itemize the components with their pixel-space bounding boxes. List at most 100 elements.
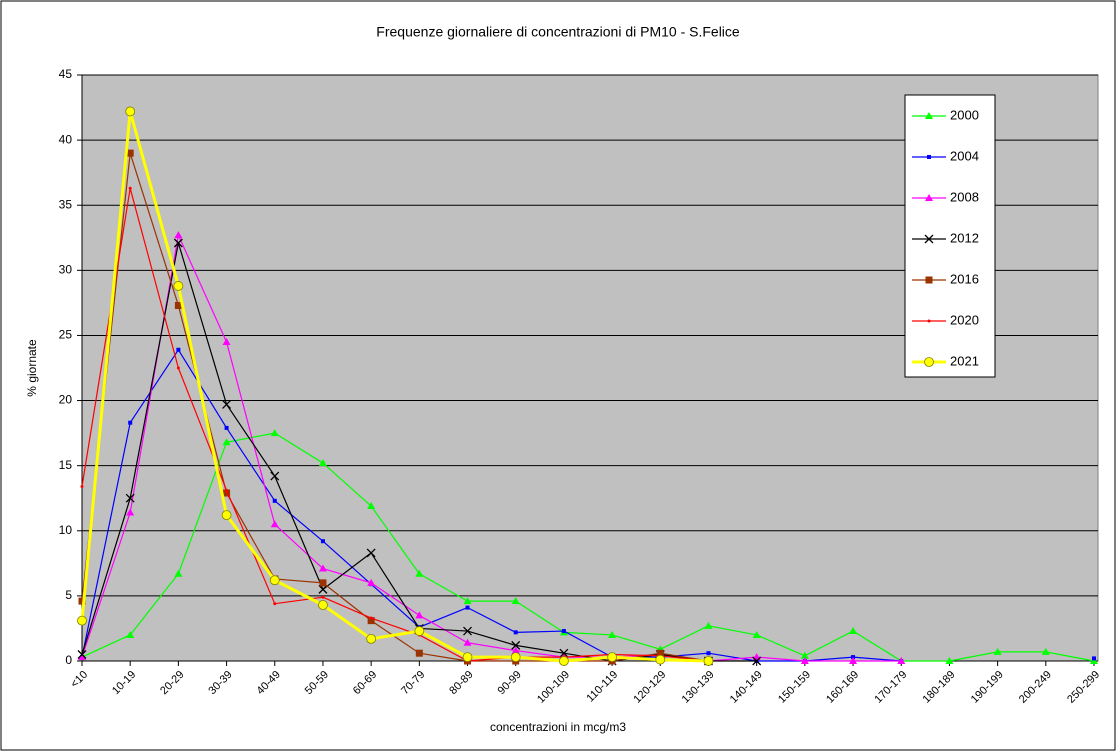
marker <box>318 584 328 594</box>
y-tick-label: 35 <box>59 197 73 211</box>
marker <box>993 647 1002 655</box>
marker <box>223 489 231 497</box>
y-tick-label: 40 <box>59 132 73 146</box>
marker <box>128 420 133 425</box>
marker <box>415 611 424 619</box>
marker <box>173 238 183 248</box>
marker <box>752 656 762 666</box>
marker <box>77 650 87 659</box>
y-axis-label: % giornate <box>25 339 39 397</box>
marker <box>511 640 521 650</box>
marker <box>125 493 135 503</box>
marker <box>849 627 858 635</box>
marker <box>559 656 569 666</box>
legend: 2000 2004 2008 2012 2016 2020 2021 <box>904 94 996 378</box>
legend-marker <box>927 319 931 323</box>
marker <box>319 579 327 587</box>
marker <box>318 564 327 572</box>
marker <box>174 231 183 239</box>
y-tick-label: 45 <box>59 67 73 81</box>
marker <box>607 652 617 662</box>
marker <box>463 597 472 605</box>
marker <box>369 616 373 620</box>
chart-title: Frequenze giornaliere di concentrazioni … <box>376 24 740 40</box>
marker <box>706 651 711 656</box>
legend-marker <box>924 234 934 244</box>
marker <box>272 498 277 503</box>
marker <box>126 508 135 516</box>
marker <box>608 630 617 638</box>
legend-label: 2000 <box>950 107 979 122</box>
marker <box>367 502 376 510</box>
marker <box>415 569 424 577</box>
y-tick-label: 15 <box>59 458 73 472</box>
legend-marker <box>925 194 933 201</box>
marker <box>126 149 134 157</box>
legend-marker <box>925 276 933 284</box>
legend-label: 2020 <box>950 312 979 327</box>
x-axis-label: concentrazioni in mcg/m3 <box>490 720 626 734</box>
y-tick-label: 0 <box>65 653 72 667</box>
marker <box>173 281 184 291</box>
marker <box>561 629 566 634</box>
marker <box>415 649 423 657</box>
marker <box>945 657 954 664</box>
legend-label: 2004 <box>950 148 979 163</box>
marker <box>320 539 325 544</box>
marker <box>1092 656 1096 661</box>
marker <box>703 656 714 666</box>
marker <box>849 657 858 664</box>
marker <box>752 630 761 638</box>
y-tick-label: 30 <box>59 263 73 277</box>
marker <box>465 605 470 610</box>
y-tick-label: 10 <box>59 523 73 537</box>
marker <box>80 485 84 489</box>
marker <box>559 648 569 658</box>
marker <box>225 488 229 492</box>
marker <box>318 600 328 610</box>
marker <box>77 615 87 626</box>
series-line <box>81 187 709 662</box>
marker <box>1090 657 1098 664</box>
marker <box>463 638 472 646</box>
marker <box>222 337 231 345</box>
marker <box>800 657 809 664</box>
marker <box>125 106 136 117</box>
y-tick-label: 25 <box>59 328 73 342</box>
legend-box <box>904 94 996 378</box>
marker <box>1041 647 1050 655</box>
series-line <box>81 152 709 662</box>
marker <box>511 646 520 654</box>
marker <box>366 548 376 558</box>
marker <box>655 654 666 665</box>
marker <box>78 597 86 605</box>
legend-label: 2016 <box>950 271 979 286</box>
marker <box>221 510 232 521</box>
marker <box>174 569 183 577</box>
marker <box>318 459 327 467</box>
legend-marker <box>924 357 934 367</box>
marker <box>222 438 231 446</box>
marker <box>462 652 473 662</box>
y-tick-label: 5 <box>65 588 72 602</box>
marker <box>510 652 521 662</box>
marker <box>128 186 132 190</box>
marker <box>126 630 135 638</box>
legend-marker <box>925 112 933 119</box>
marker <box>176 366 180 370</box>
y-tick-label: 20 <box>59 393 73 407</box>
marker <box>270 429 279 437</box>
legend-marker <box>927 155 931 159</box>
marker <box>414 626 425 636</box>
marker <box>174 301 182 309</box>
marker <box>511 597 520 605</box>
marker <box>78 653 86 661</box>
series-line <box>80 109 709 663</box>
marker <box>224 425 229 430</box>
legend-label: 2008 <box>950 189 979 204</box>
marker <box>800 651 809 659</box>
marker <box>176 347 181 352</box>
marker <box>269 575 280 586</box>
